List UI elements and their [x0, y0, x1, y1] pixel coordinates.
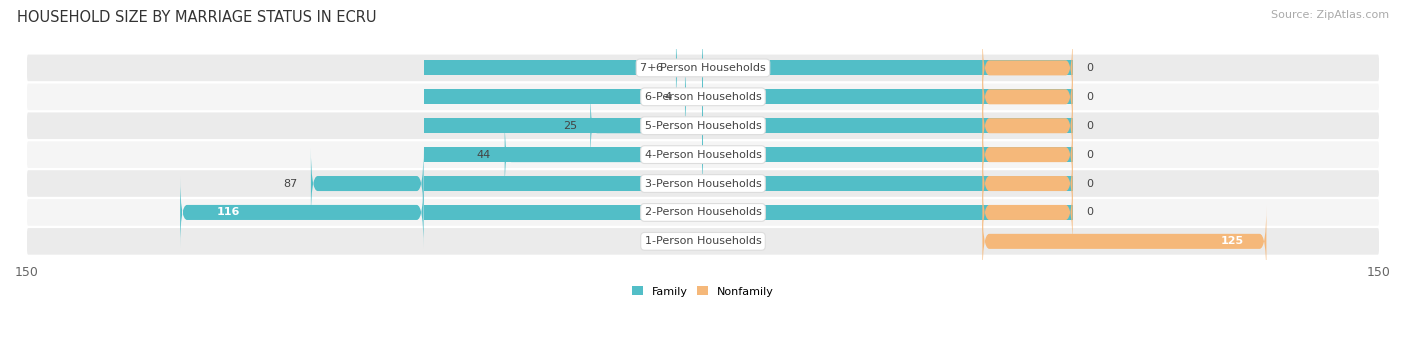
Text: 7+ Person Households: 7+ Person Households	[640, 63, 766, 73]
FancyBboxPatch shape	[180, 177, 423, 248]
Text: Source: ZipAtlas.com: Source: ZipAtlas.com	[1271, 10, 1389, 20]
FancyBboxPatch shape	[27, 199, 1379, 226]
Text: 5-Person Households: 5-Person Households	[644, 121, 762, 131]
FancyBboxPatch shape	[423, 176, 983, 191]
FancyBboxPatch shape	[685, 61, 703, 133]
Text: 0: 0	[1085, 179, 1092, 189]
FancyBboxPatch shape	[983, 32, 1073, 104]
Text: 0: 0	[1085, 150, 1092, 160]
Text: 0: 0	[1085, 63, 1092, 73]
FancyBboxPatch shape	[676, 32, 703, 104]
Text: 125: 125	[1220, 236, 1244, 246]
FancyBboxPatch shape	[505, 119, 703, 191]
FancyBboxPatch shape	[423, 176, 1073, 191]
FancyBboxPatch shape	[983, 177, 1073, 248]
FancyBboxPatch shape	[27, 170, 1379, 197]
Text: 4: 4	[664, 92, 672, 102]
Text: 116: 116	[217, 207, 239, 218]
FancyBboxPatch shape	[591, 90, 703, 162]
FancyBboxPatch shape	[423, 118, 1073, 133]
Text: 0: 0	[1085, 92, 1092, 102]
FancyBboxPatch shape	[983, 206, 1267, 277]
FancyBboxPatch shape	[423, 147, 1073, 162]
FancyBboxPatch shape	[983, 148, 1073, 219]
Text: 4-Person Households: 4-Person Households	[644, 150, 762, 160]
Text: 87: 87	[283, 179, 297, 189]
Text: 2-Person Households: 2-Person Households	[644, 207, 762, 218]
FancyBboxPatch shape	[423, 89, 1073, 104]
FancyBboxPatch shape	[27, 228, 1379, 255]
FancyBboxPatch shape	[27, 84, 1379, 110]
Legend: Family, Nonfamily: Family, Nonfamily	[627, 282, 779, 301]
Text: 3-Person Households: 3-Person Households	[644, 179, 762, 189]
FancyBboxPatch shape	[27, 141, 1379, 168]
Text: HOUSEHOLD SIZE BY MARRIAGE STATUS IN ECRU: HOUSEHOLD SIZE BY MARRIAGE STATUS IN ECR…	[17, 10, 377, 25]
FancyBboxPatch shape	[983, 61, 1073, 133]
Text: 6: 6	[655, 63, 662, 73]
Text: 25: 25	[562, 121, 576, 131]
Text: 44: 44	[477, 150, 491, 160]
FancyBboxPatch shape	[423, 205, 983, 220]
Text: 0: 0	[1085, 207, 1092, 218]
FancyBboxPatch shape	[27, 113, 1379, 139]
FancyBboxPatch shape	[983, 90, 1073, 162]
Text: 1-Person Households: 1-Person Households	[644, 236, 762, 246]
FancyBboxPatch shape	[27, 55, 1379, 81]
FancyBboxPatch shape	[983, 119, 1073, 191]
Text: 6-Person Households: 6-Person Households	[644, 92, 762, 102]
Text: 0: 0	[1085, 121, 1092, 131]
FancyBboxPatch shape	[311, 148, 423, 219]
FancyBboxPatch shape	[423, 60, 1073, 75]
FancyBboxPatch shape	[423, 205, 1073, 220]
